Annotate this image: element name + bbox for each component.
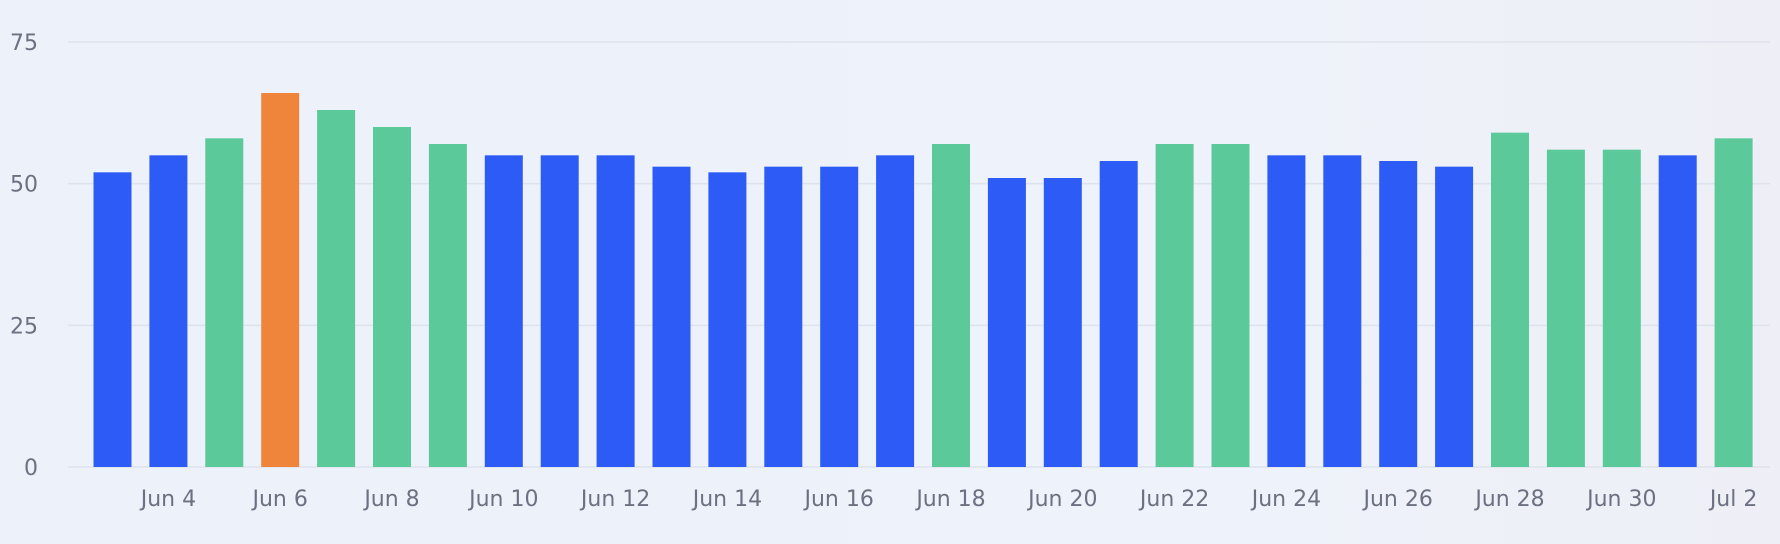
- x-tick-label: Jul 2: [1708, 487, 1758, 512]
- bar-jun-28[interactable]: [1491, 132, 1529, 468]
- x-tick-label: Jun 4: [139, 487, 196, 512]
- bar-jun-16[interactable]: [820, 166, 859, 468]
- x-tick-label: Jun 26: [1362, 487, 1433, 512]
- bar-jun-11[interactable]: [540, 155, 579, 467]
- bar-jun-21[interactable]: [1099, 161, 1138, 467]
- bar-jun-5[interactable]: [205, 138, 244, 467]
- x-tick-label: Jun 16: [803, 487, 874, 512]
- x-axis-ticks: Jun 4 Jun 6 Jun 8 Jun 10 Jun 12 Jun 14 Jun 16 J…: [139, 487, 1758, 512]
- y-axis-ticks: 0 25 50 75: [10, 31, 38, 481]
- x-tick-label: Jun 22: [1138, 487, 1209, 512]
- bar-jun-23[interactable]: [1211, 144, 1250, 467]
- bar-jun-10[interactable]: [484, 155, 523, 467]
- y-tick-label: 50: [10, 173, 38, 198]
- x-tick-label: Jun 20: [1026, 487, 1097, 512]
- bar-jun-3[interactable]: [93, 172, 132, 467]
- x-tick-label: Jun 10: [467, 487, 538, 512]
- bar-jun-7[interactable]: [317, 110, 356, 467]
- bar-jun-15[interactable]: [764, 166, 803, 468]
- y-tick-label: 75: [10, 31, 38, 56]
- x-tick-label: Jun 30: [1585, 487, 1656, 512]
- bar-jun-27[interactable]: [1435, 166, 1474, 468]
- bar-jun-25[interactable]: [1323, 155, 1362, 467]
- bar-jun-26[interactable]: [1379, 161, 1418, 467]
- bar-jun-20[interactable]: [1043, 178, 1082, 467]
- bar-jul-2[interactable]: [1714, 138, 1753, 467]
- y-tick-label: 0: [24, 456, 38, 481]
- bar-jun-30[interactable]: [1602, 149, 1641, 468]
- bar-jun-18[interactable]: [932, 144, 970, 467]
- bar-jun-19[interactable]: [987, 178, 1026, 467]
- x-tick-label: Jun 14: [691, 487, 762, 512]
- x-tick-label: Jun 8: [362, 487, 419, 512]
- x-tick-label: Jun 28: [1473, 487, 1544, 512]
- bar-jun-24[interactable]: [1267, 155, 1306, 467]
- bar-jun-6[interactable]: [261, 93, 300, 467]
- bar-jun-9[interactable]: [428, 144, 467, 467]
- bar-jun-8[interactable]: [373, 127, 411, 467]
- bar-jun-17[interactable]: [876, 155, 915, 467]
- bar-jun-29[interactable]: [1546, 149, 1585, 468]
- bar-jun-14[interactable]: [708, 172, 747, 467]
- bar-jun-13[interactable]: [652, 166, 691, 468]
- y-tick-label: 25: [10, 314, 38, 339]
- bar-jun-12[interactable]: [596, 155, 635, 467]
- bar-jun-4[interactable]: [149, 155, 188, 467]
- x-tick-label: Jun 12: [579, 487, 650, 512]
- bars: [93, 93, 1753, 468]
- bar-jun-22[interactable]: [1155, 144, 1194, 467]
- x-tick-label: Jun 24: [1250, 487, 1321, 512]
- x-tick-label: Jun 6: [251, 487, 308, 512]
- bar-jul-1[interactable]: [1658, 155, 1697, 467]
- x-tick-label: Jun 18: [914, 487, 985, 512]
